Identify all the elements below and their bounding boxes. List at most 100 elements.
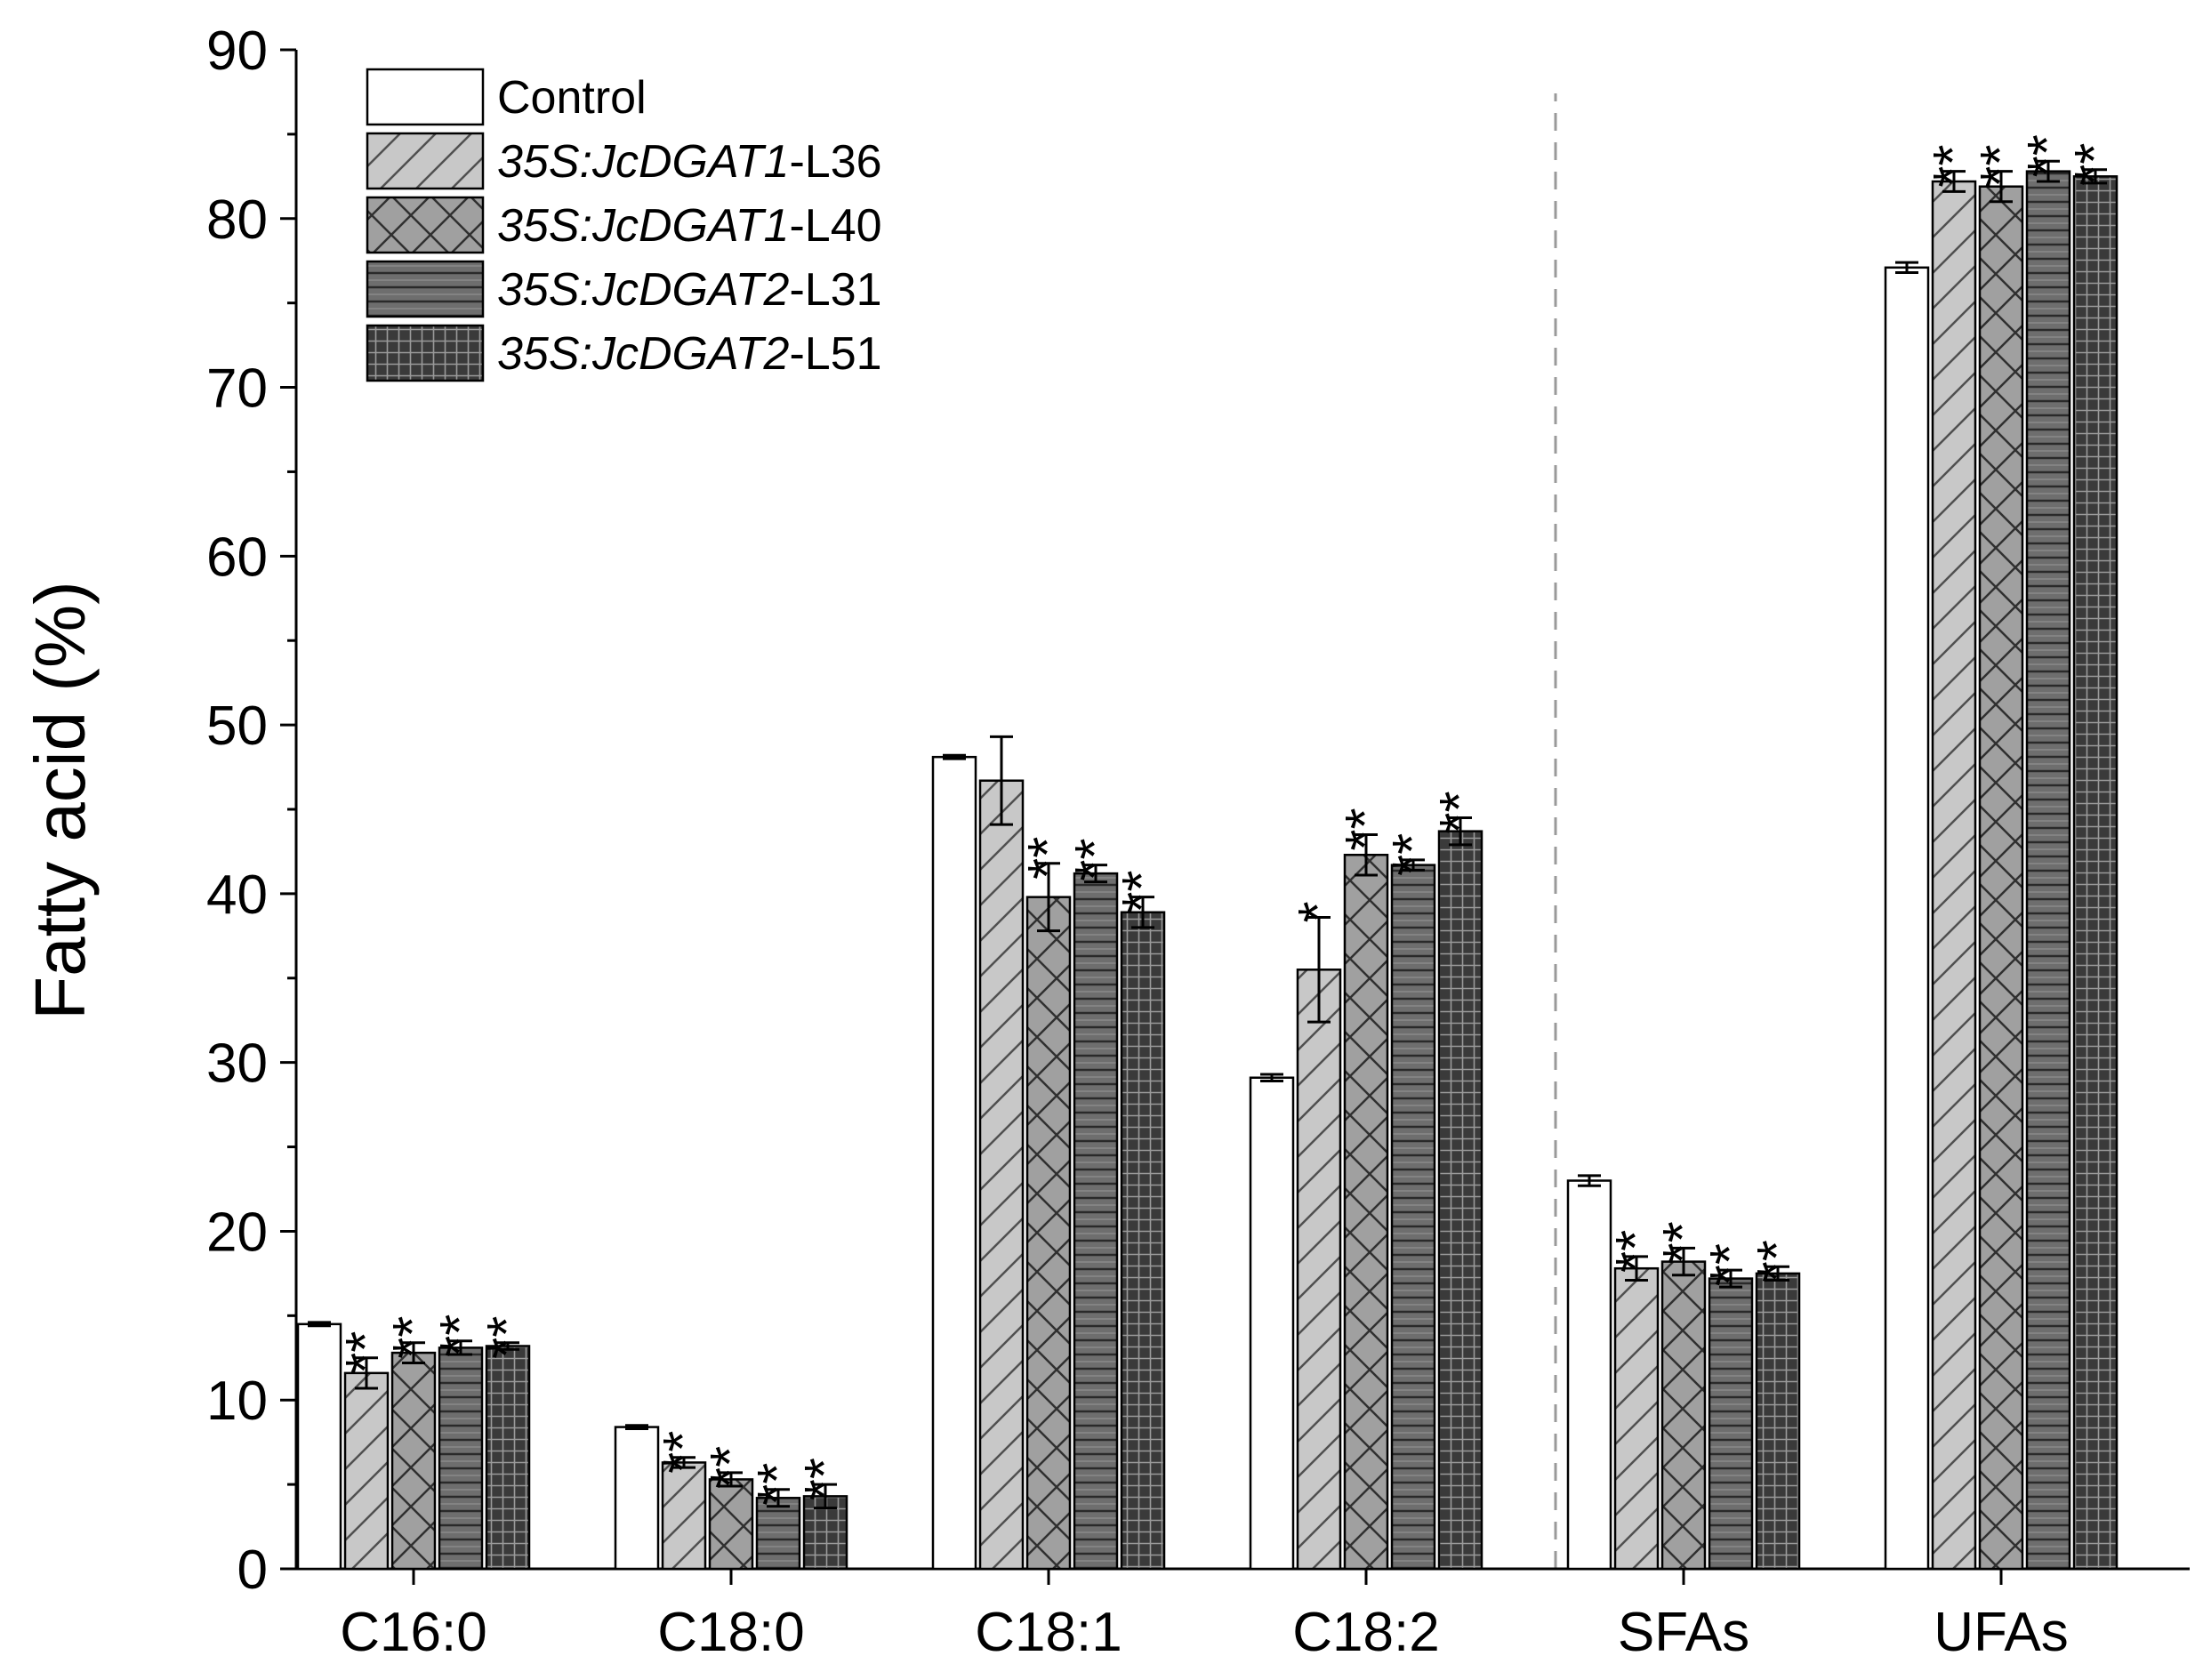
error-bar — [449, 1339, 472, 1356]
error-bar — [1895, 261, 1918, 275]
bar-C18:2-Control — [1249, 1076, 1295, 1571]
bar-C18:1-35S:JcDGAT2-L31 — [1073, 872, 1119, 1571]
y-tick-label: 0 — [237, 1539, 268, 1601]
legend-swatch — [366, 132, 485, 190]
significance-mark: ** — [700, 1446, 761, 1489]
error-bar — [1449, 816, 1472, 847]
significance-mark: ** — [1747, 1240, 1808, 1282]
error-bar — [943, 753, 966, 760]
error-bar — [767, 1488, 790, 1508]
error-bar — [308, 1321, 331, 1328]
x-tick-label: SFAs — [1618, 1602, 1749, 1663]
bar-C18:1-Control — [931, 755, 977, 1571]
significance-mark: ** — [335, 1331, 397, 1374]
bar-SFAs-35S:JcDGAT1-L40 — [1660, 1260, 1707, 1571]
significance-mark: ** — [794, 1458, 856, 1500]
bar-C18:0-Control — [614, 1426, 660, 1571]
y-tick-label: 60 — [206, 527, 268, 588]
bar-C18:1-35S:JcDGAT2-L51 — [1120, 911, 1166, 1571]
y-tick-label: 50 — [206, 695, 268, 757]
error-bar — [1766, 1265, 1789, 1282]
bar-UFAs-35S:JcDGAT2-L51 — [2072, 175, 2119, 1571]
significance-mark: ** — [1017, 837, 1079, 880]
error-bar — [1260, 1073, 1283, 1083]
bar-C18:0-35S:JcDGAT1-L36 — [661, 1461, 707, 1571]
y-tick-label: 30 — [206, 1033, 268, 1095]
bars: *************************** *************… — [296, 134, 2126, 1571]
legend-swatch — [366, 324, 485, 382]
x-tick-label: UFAs — [1934, 1602, 2069, 1663]
y-tick-label: 20 — [206, 1202, 268, 1263]
significance-mark: ** — [1112, 871, 1173, 913]
significance-mark: ** — [1382, 833, 1443, 876]
error-bar — [720, 1471, 743, 1488]
legend-label: Control — [497, 72, 647, 124]
x-tick-label: C18:0 — [657, 1602, 804, 1663]
error-bar — [1131, 896, 1154, 929]
legend-swatch — [366, 196, 485, 254]
error-bar — [1672, 1246, 1695, 1277]
legend-label: 35S:JcDGAT2-L31 — [497, 264, 882, 316]
error-bar — [1037, 862, 1060, 933]
error-bar — [625, 1424, 648, 1430]
legend-swatch — [366, 68, 485, 126]
significance-mark: ** — [2017, 134, 2078, 177]
bar-C16:0-35S:JcDGAT1-L40 — [390, 1351, 437, 1571]
error-bar — [990, 735, 1013, 826]
error-bar — [496, 1341, 519, 1351]
error-bar — [402, 1341, 425, 1364]
error-bar — [672, 1456, 695, 1469]
y-axis-label: Fatty acid (%) — [20, 581, 100, 1019]
bar-C16:0-35S:JcDGAT1-L36 — [343, 1371, 390, 1571]
bar-C18:2-35S:JcDGAT2-L51 — [1437, 830, 1483, 1571]
error-bar — [2084, 168, 2107, 185]
bar-UFAs-35S:JcDGAT2-L31 — [2025, 170, 2071, 1571]
x-tick-label: C18:1 — [975, 1602, 1122, 1663]
bar-UFAs-Control — [1884, 266, 1930, 1571]
y-tick-label: 90 — [206, 20, 268, 82]
legend-swatch — [366, 260, 485, 318]
legend: Control 35S:JcDGAT1-L36 35S:JcDGAT1-L40 35S… — [366, 68, 882, 382]
bar-SFAs-Control — [1566, 1179, 1612, 1571]
legend-label: 35S:JcDGAT2-L51 — [497, 328, 882, 380]
significance-mark: ** — [1605, 1230, 1667, 1273]
significance-mark: ** — [2064, 143, 2126, 186]
bar-SFAs-35S:JcDGAT2-L51 — [1755, 1272, 1801, 1571]
bar-C18:2-35S:JcDGAT1-L36 — [1296, 969, 1342, 1571]
significance-mark: ** — [1970, 145, 2031, 188]
error-bar — [1990, 170, 2013, 204]
bar-C16:0-35S:JcDGAT2-L31 — [438, 1346, 484, 1571]
bar-SFAs-35S:JcDGAT2-L31 — [1708, 1277, 1754, 1571]
y-tick-label: 80 — [206, 189, 268, 251]
significance-mark: ** — [1652, 1221, 1714, 1264]
significance-mark: ** — [382, 1316, 444, 1359]
error-bar — [1084, 864, 1107, 884]
x-tick-label: C18:2 — [1292, 1602, 1439, 1663]
significance-mark: ** — [1335, 808, 1396, 850]
axes: 0 10 20 30 40 50 60 70 80 90 C16:0 C18:0 C18:1 C18:2 S… — [206, 20, 2190, 1663]
significance-mark: ** — [1700, 1243, 1761, 1286]
significance-mark: ** — [747, 1463, 808, 1506]
error-bar — [1307, 915, 1331, 1024]
y-tick-label: 40 — [206, 864, 268, 926]
significance-mark: ** — [430, 1314, 491, 1357]
error-bar — [1625, 1255, 1648, 1282]
error-bar — [1402, 858, 1425, 872]
error-bar — [814, 1483, 837, 1510]
bar-C18:0-35S:JcDGAT2-L31 — [755, 1497, 801, 1571]
bar-C16:0-Control — [296, 1322, 342, 1571]
error-bar — [2037, 159, 2060, 183]
bar-C18:1-35S:JcDGAT1-L40 — [1025, 896, 1072, 1571]
bar-SFAs-35S:JcDGAT1-L36 — [1613, 1266, 1660, 1571]
bar-UFAs-35S:JcDGAT1-L40 — [1978, 185, 2024, 1571]
bar-C18:2-35S:JcDGAT2-L31 — [1390, 864, 1436, 1571]
error-bar — [355, 1356, 378, 1390]
y-tick-label: 10 — [206, 1371, 268, 1432]
significance-mark: ** — [1065, 838, 1126, 880]
bar-C16:0-35S:JcDGAT2-L51 — [485, 1345, 531, 1571]
significance-mark: ** — [1923, 145, 1984, 188]
bar-UFAs-35S:JcDGAT1-L36 — [1931, 180, 1977, 1571]
error-bar — [1355, 832, 1378, 877]
error-bar — [1578, 1174, 1601, 1187]
